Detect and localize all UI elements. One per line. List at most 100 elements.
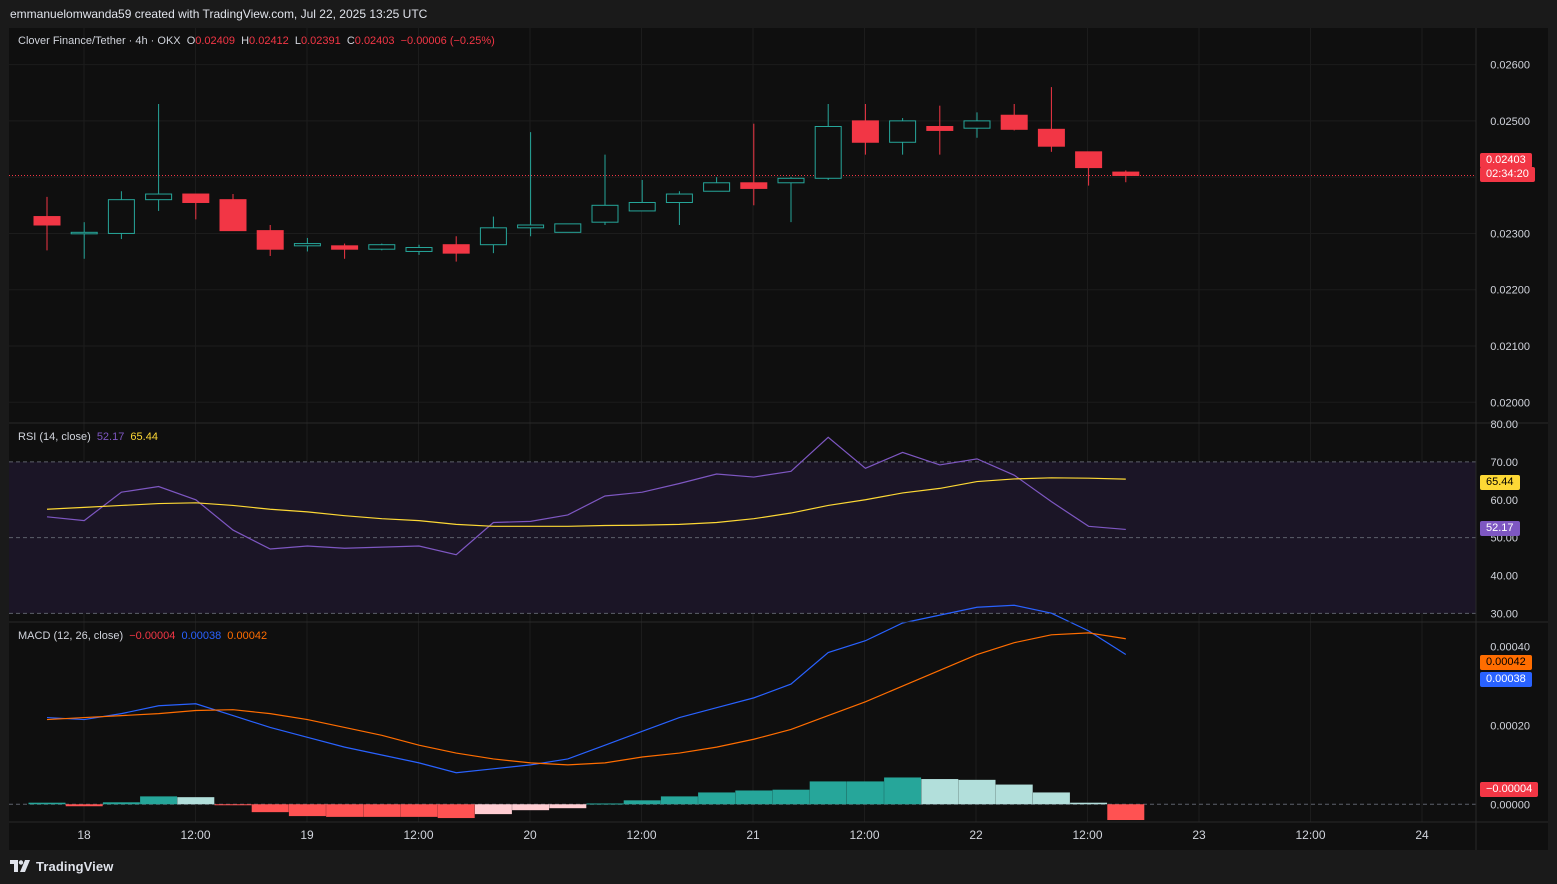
candle-body — [33, 216, 61, 226]
rsi-pane[interactable] — [9, 436, 1476, 614]
candle — [331, 243, 359, 259]
macd-value: 0.00038 — [181, 630, 222, 642]
macd-histogram-bar — [326, 804, 364, 817]
candle-body — [182, 193, 210, 203]
grid-lines — [9, 28, 1476, 822]
rsi-value: 52.17 — [96, 431, 125, 443]
high-value: 0.02412 — [249, 35, 289, 47]
candle — [1075, 151, 1103, 186]
macd-histogram-bar — [474, 804, 512, 815]
candle-body — [145, 193, 173, 201]
candle-body — [591, 204, 619, 223]
macd-pane[interactable] — [9, 604, 1476, 821]
x-tick-label: 21 — [746, 828, 760, 842]
macd-histogram-bar — [28, 802, 66, 805]
macd-histogram-bar — [846, 781, 884, 805]
macd-histogram-bar — [400, 804, 438, 817]
macd-histogram-bar — [363, 804, 401, 817]
candle — [107, 191, 135, 240]
low-label: L — [294, 35, 301, 47]
rsi-ma-value: 65.44 — [130, 431, 158, 443]
macd-histogram-bar — [772, 789, 810, 805]
rsi-tick-label: 60.00 — [1490, 495, 1518, 507]
countdown-tag: 02:34:20 — [1480, 167, 1535, 182]
candle-body — [963, 120, 991, 129]
rsi-legend: RSI (14, close) 52.17 65.44 — [18, 431, 161, 443]
candle — [851, 103, 879, 155]
candle — [963, 112, 991, 138]
signal-value: 0.00042 — [227, 630, 268, 642]
macd-histogram-bar — [660, 796, 698, 805]
rsi-tag: 52.17 — [1480, 521, 1520, 536]
candle — [517, 132, 545, 237]
high-label: H — [241, 35, 250, 47]
symbol-label: Clover Finance/Tether · 4h · OKX — [18, 35, 181, 47]
candle — [628, 179, 656, 212]
candle — [814, 103, 842, 180]
hist-tag: −0.00004 — [1480, 782, 1539, 797]
candle-body — [1075, 151, 1103, 169]
macd-histogram-bar — [1032, 792, 1070, 805]
candle — [256, 225, 284, 256]
x-tick-label: 22 — [969, 828, 983, 842]
macd-histogram-bar — [1070, 802, 1108, 805]
close-value: 0.02403 — [354, 35, 395, 47]
candle-body — [851, 120, 879, 143]
candle-body — [889, 120, 917, 143]
macd-histogram-bar — [995, 784, 1033, 805]
change-value: −0.00006 (−0.25%) — [400, 35, 495, 47]
macd-tag: 0.00038 — [1480, 672, 1532, 687]
candle — [889, 118, 917, 155]
candle-body — [703, 182, 731, 192]
macd-histogram-bar — [698, 792, 736, 805]
rsi-ma-tag: 65.44 — [1480, 475, 1520, 490]
candle — [405, 244, 433, 255]
rsi-tick-label: 80.00 — [1490, 419, 1518, 431]
brand-label: TradingView — [36, 858, 114, 874]
candle-body — [665, 193, 693, 203]
open-value: 0.02409 — [195, 35, 236, 47]
low-value: 0.02391 — [300, 35, 341, 47]
attribution-text: emmanuelomwanda59 created with TradingVi… — [10, 7, 428, 21]
x-tick-label: 12:00 — [403, 828, 433, 842]
candle — [70, 222, 98, 259]
macd-histogram-bar — [214, 804, 252, 806]
macd-histogram-bar — [921, 779, 959, 805]
candle-body — [814, 126, 842, 179]
macd-legend: MACD (12, 26, close) −0.00004 0.00038 0.… — [18, 630, 270, 642]
price-pane[interactable] — [9, 87, 1476, 262]
candle-body — [107, 199, 135, 234]
candle — [479, 216, 507, 254]
macd-name: MACD (12, 26, close) — [18, 630, 124, 642]
candle-body — [219, 199, 247, 232]
macd-histogram-bar — [958, 779, 996, 805]
candle — [1000, 103, 1028, 131]
x-tick-label: 24 — [1415, 828, 1429, 842]
price-tick-label: 0.02000 — [1490, 397, 1530, 409]
candle — [1037, 87, 1065, 152]
rsi-line — [46, 436, 1126, 556]
candle-body — [777, 177, 805, 184]
price-tick-label: 0.02600 — [1490, 60, 1530, 72]
x-tick-label: 18 — [77, 828, 91, 842]
macd-tick-label: 0.00000 — [1490, 799, 1530, 811]
price-tick-label: 0.02100 — [1490, 341, 1530, 353]
candle — [926, 105, 954, 155]
rsi-name: RSI (14, close) — [18, 431, 91, 443]
macd-histogram-bar — [65, 804, 103, 807]
macd-line — [46, 604, 1127, 774]
x-tick-label: 12:00 — [1072, 828, 1102, 842]
candle-body — [405, 247, 433, 252]
candle-body — [926, 126, 954, 131]
price-legend: Clover Finance/Tether · 4h · OKX O0.0240… — [18, 35, 498, 47]
footer: TradingView — [10, 852, 113, 880]
candle — [368, 243, 396, 251]
rsi-band-fill — [9, 461, 1476, 614]
macd-histogram-bar — [251, 804, 289, 813]
macd-histogram-bar — [623, 800, 661, 805]
macd-histogram-bar — [549, 804, 587, 809]
candle-body — [479, 227, 507, 246]
axes: 18 12:00 19 12:00 20 12:00 21 12:00 22 12:00 23 12:… — [9, 28, 1548, 850]
x-tick-label: 12:00 — [1295, 828, 1325, 842]
